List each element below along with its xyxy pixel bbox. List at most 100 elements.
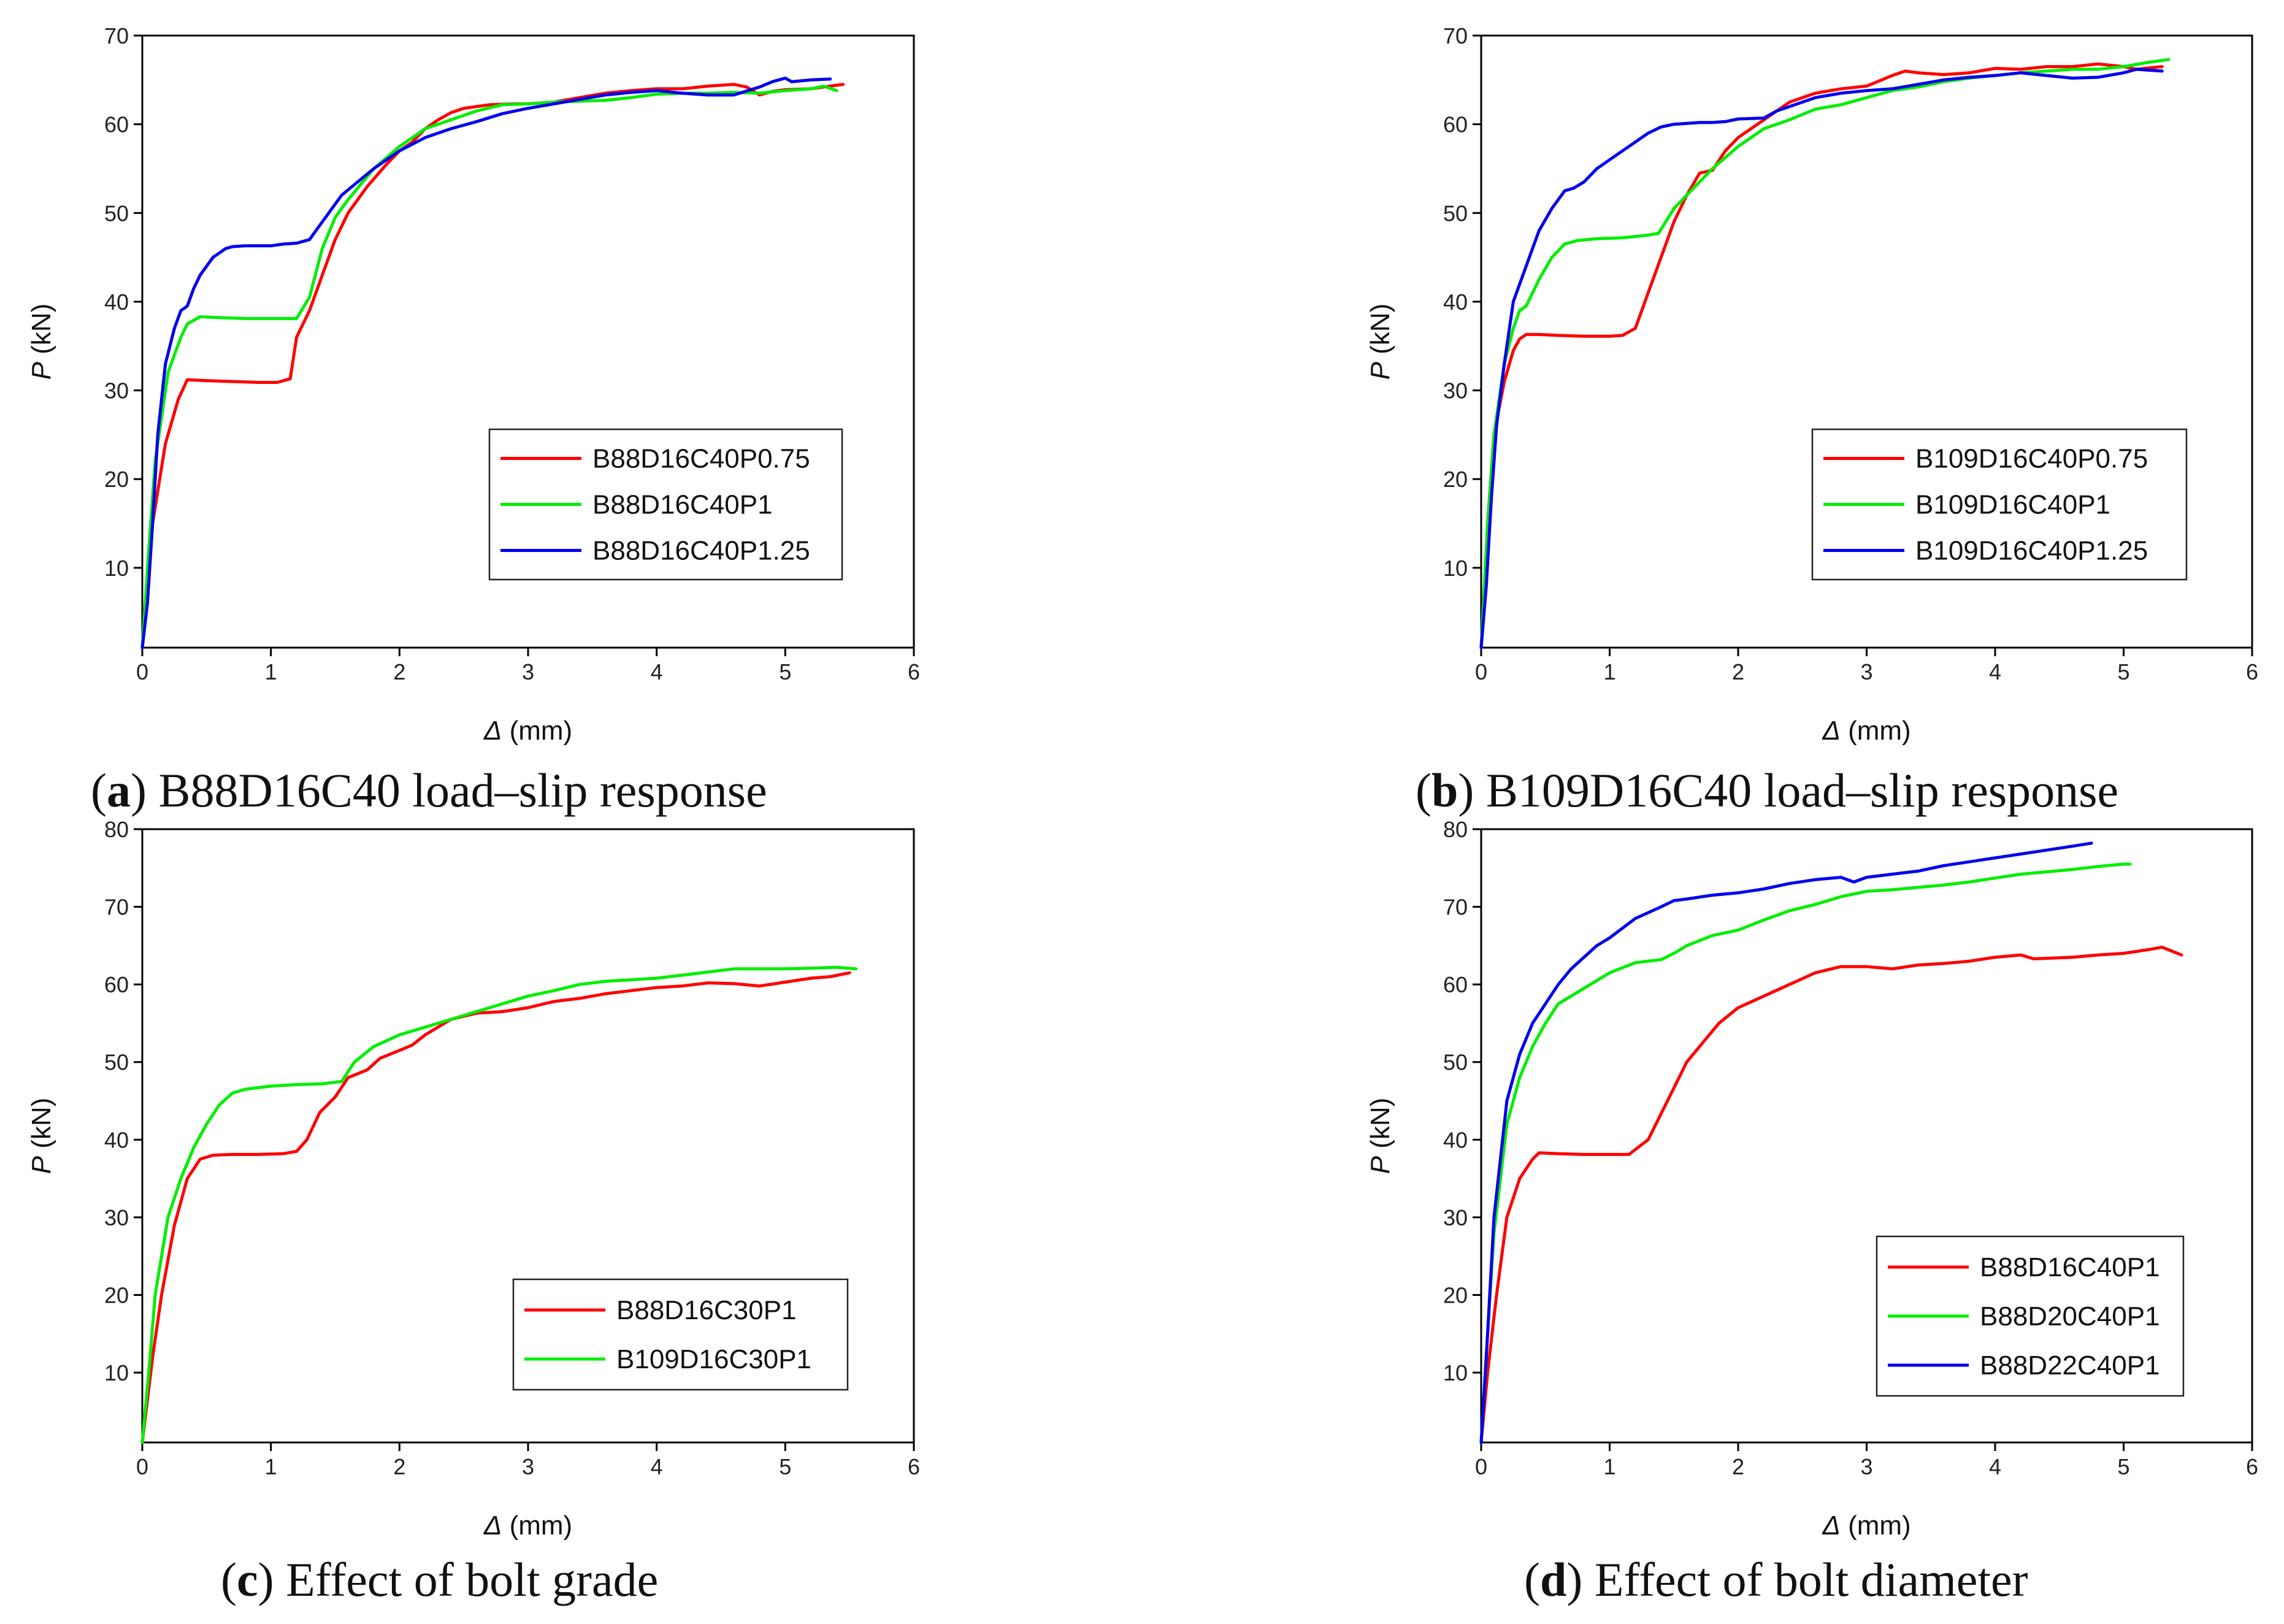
y-axis-label: P (kN) <box>26 304 56 380</box>
y-tick-label: 60 <box>1443 112 1468 137</box>
x-tick-label: 4 <box>1989 1454 2001 1479</box>
x-tick-label: 4 <box>651 659 663 684</box>
y-axis-unit: (kN) <box>26 1098 56 1156</box>
chart-caption: (a) B88D16C40 load–slip response <box>91 764 767 817</box>
x-tick-label: 4 <box>1989 659 2001 684</box>
caption-paren: ) <box>1566 1553 1594 1606</box>
y-tick-label: 40 <box>104 289 129 315</box>
chart-panel-c: 0 1 2 3 4 5 6 10 20 30 40 50 60 70 80 Δ (mm) P (kN) B88D1… <box>26 817 920 1606</box>
y-axis-symbol: P <box>1365 361 1395 380</box>
y-axis-unit: (kN) <box>1365 304 1395 362</box>
y-axis-label: P (kN) <box>1365 1098 1395 1174</box>
caption-paren: ) <box>131 764 158 817</box>
y-tick-label: 80 <box>1443 817 1468 842</box>
x-axis-symbol: Δ <box>1822 1511 1841 1541</box>
legend-box <box>512 1278 849 1391</box>
caption-paren: ) <box>258 1553 286 1606</box>
legend-label: B109D16C40P0.75 <box>1915 444 2148 474</box>
y-tick-label: 50 <box>1443 201 1468 226</box>
y-tick-label: 70 <box>104 23 129 48</box>
y-tick-label: 30 <box>1443 378 1468 404</box>
y-tick-label: 70 <box>1443 23 1468 48</box>
x-tick-label: 2 <box>393 1454 405 1479</box>
caption-letter: c <box>237 1553 258 1606</box>
x-tick-label: 1 <box>265 1454 277 1479</box>
chart-caption: (d) Effect of bolt diameter <box>1524 1553 2028 1606</box>
chart-panel-d: 0 1 2 3 4 5 6 10 20 30 40 50 60 70 80 Δ (mm) P (kN) B88D1… <box>1365 817 2258 1606</box>
x-tick-label: 0 <box>1475 1454 1487 1479</box>
caption-text: Effect of bolt diameter <box>1595 1553 2028 1606</box>
caption-paren: ( <box>1416 764 1431 817</box>
series-line-B88D16C40P0.75 <box>140 83 845 649</box>
caption-paren: ( <box>91 764 107 817</box>
y-tick-label: 60 <box>1443 972 1468 997</box>
x-tick-label: 6 <box>908 659 920 684</box>
x-tick-label: 2 <box>1732 659 1744 684</box>
series-line-B88D16C30P1 <box>140 971 851 1444</box>
legend-label: B88D22C40P1 <box>1980 1350 2160 1381</box>
y-tick-label: 20 <box>1443 1282 1468 1308</box>
series-line-B109D16C40P0.75 <box>1479 62 2164 649</box>
x-axis-symbol: Δ <box>483 716 502 746</box>
y-tick-label: 40 <box>1443 289 1468 315</box>
y-axis-unit: (kN) <box>26 304 56 362</box>
series-line-B109D16C40P1.25 <box>1479 67 2164 649</box>
caption-letter: d <box>1540 1553 1566 1606</box>
x-axis-label: Δ (mm) <box>1822 1511 1910 1541</box>
x-tick-label: 3 <box>1860 1454 1872 1479</box>
series-line-B88D22C40P1 <box>1479 841 2093 1444</box>
legend-label: B88D16C30P1 <box>616 1295 797 1325</box>
y-axis-symbol: P <box>1365 1155 1395 1174</box>
series-line-B88D16C40P1 <box>1479 945 2183 1444</box>
x-tick-label: 6 <box>908 1454 920 1479</box>
y-tick-label: 80 <box>104 817 129 842</box>
y-tick-label: 10 <box>1443 556 1468 581</box>
legend-label: B88D16C40P1.25 <box>592 536 810 566</box>
legend-label: B88D16C40P0.75 <box>592 444 810 474</box>
x-tick-label: 5 <box>2117 1454 2129 1479</box>
x-tick-label: 2 <box>393 659 405 684</box>
x-axis-symbol: Δ <box>483 1511 502 1541</box>
y-tick-label: 50 <box>1443 1050 1468 1075</box>
series-line-B88D20C40P1 <box>1479 862 2132 1444</box>
x-axis-unit: (mm) <box>1841 1511 1911 1541</box>
y-axis-unit: (kN) <box>1365 1098 1395 1156</box>
y-axis-symbol: P <box>26 1155 56 1174</box>
y-tick-label: 20 <box>1443 467 1468 492</box>
series-line-B88D16C40P1 <box>140 84 838 649</box>
y-tick-label: 40 <box>1443 1127 1468 1152</box>
y-tick-label: 20 <box>104 467 129 492</box>
caption-letter: b <box>1431 764 1458 817</box>
x-axis-symbol: Δ <box>1822 716 1841 746</box>
x-tick-label: 0 <box>136 659 148 684</box>
y-tick-label: 10 <box>104 1360 129 1385</box>
legend: B88D16C30P1 B109D16C30P1 <box>512 1278 849 1391</box>
y-tick-label: 40 <box>104 1127 129 1152</box>
x-axis-unit: (mm) <box>502 716 572 746</box>
legend: B88D16C40P1 B88D20C40P1 B88D22C40P1 <box>1876 1235 2185 1397</box>
caption-letter: a <box>107 764 131 817</box>
x-tick-label: 1 <box>1603 1454 1615 1479</box>
legend-label: B109D16C30P1 <box>616 1344 811 1374</box>
y-tick-label: 70 <box>1443 895 1468 920</box>
series-line-B109D16C30P1 <box>140 965 858 1444</box>
y-tick-label: 50 <box>104 1050 129 1075</box>
legend: B109D16C40P0.75 B109D16C40P1 B109D16C40P1.… <box>1811 428 2188 581</box>
y-tick-label: 50 <box>104 201 129 226</box>
x-tick-label: 3 <box>522 659 534 684</box>
x-axis-label: Δ (mm) <box>1822 716 1910 746</box>
y-tick-label: 60 <box>104 972 129 997</box>
caption-paren: ( <box>221 1553 237 1606</box>
legend-label: B109D16C40P1 <box>1915 490 2110 520</box>
x-tick-label: 2 <box>1732 1454 1744 1479</box>
y-tick-label: 10 <box>1443 1360 1468 1385</box>
x-tick-label: 5 <box>2117 659 2129 684</box>
x-axis-label: Δ (mm) <box>483 716 572 746</box>
x-axis-unit: (mm) <box>502 1511 572 1541</box>
x-tick-label: 0 <box>136 1454 148 1479</box>
x-tick-label: 1 <box>1603 659 1615 684</box>
y-tick-label: 30 <box>104 378 129 404</box>
legend-label: B109D16C40P1.25 <box>1915 536 2148 566</box>
x-tick-label: 5 <box>779 1454 791 1479</box>
